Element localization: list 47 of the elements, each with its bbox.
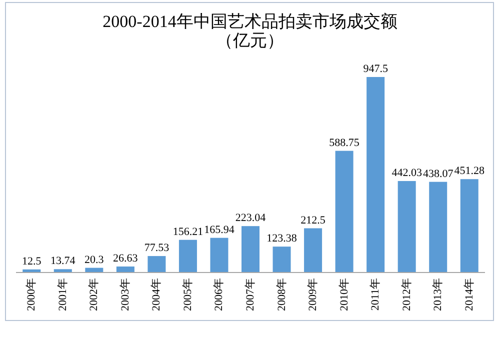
x-tick-label: 2000年 (26, 278, 38, 311)
bar (272, 246, 291, 272)
bar (398, 181, 416, 272)
bar (335, 150, 354, 272)
data-label: 26.63 (113, 252, 138, 265)
x-tick-label: 2004年 (150, 278, 163, 311)
x-tick-label: 2012年 (400, 278, 413, 311)
bar (178, 240, 197, 272)
x-tick-label: 2002年 (88, 278, 100, 311)
bar (429, 182, 448, 272)
data-label: 438.07 (422, 168, 454, 180)
bar (22, 269, 41, 272)
data-label: 12.5 (22, 255, 42, 268)
data-label: 442.03 (392, 167, 422, 180)
data-label: 156.21 (172, 226, 204, 238)
chart-title: 2000-2014年中国艺术品拍卖市场成交额 (102, 12, 398, 31)
data-label: 165.94 (204, 224, 235, 236)
data-label: 451.28 (454, 165, 485, 178)
data-label: 212.5 (300, 214, 326, 226)
x-tick-label: 2001年 (56, 278, 69, 311)
bar (85, 268, 104, 272)
chart-subtitle: （亿元） (216, 31, 284, 50)
x-tick-label: 2003年 (119, 278, 132, 311)
x-tick-label: 2011年 (370, 278, 382, 311)
x-tick-label: 2006年 (213, 278, 226, 311)
x-tick-label: 2008年 (276, 278, 288, 311)
x-tick-label: 2014年 (463, 278, 476, 311)
data-label: 223.04 (235, 212, 266, 224)
data-label: 20.3 (84, 254, 104, 266)
x-tick-label: 2013年 (432, 278, 444, 311)
bar (54, 269, 72, 272)
data-label: 947.5 (363, 63, 388, 75)
bar (304, 228, 322, 272)
bar (210, 238, 228, 272)
x-tick-label: 2009年 (307, 278, 320, 311)
bar (366, 77, 385, 272)
data-label: 588.75 (329, 136, 360, 149)
x-tick-label: 2010年 (338, 278, 350, 311)
x-tick-label: 2005年 (182, 278, 194, 311)
data-label: 77.53 (144, 242, 170, 254)
x-tick-label: 2007年 (244, 278, 256, 311)
bar (460, 179, 478, 272)
bar (242, 226, 260, 272)
data-label: 13.74 (50, 255, 76, 268)
bar (148, 256, 166, 272)
bar (116, 266, 134, 272)
data-label: 123.38 (266, 232, 298, 245)
